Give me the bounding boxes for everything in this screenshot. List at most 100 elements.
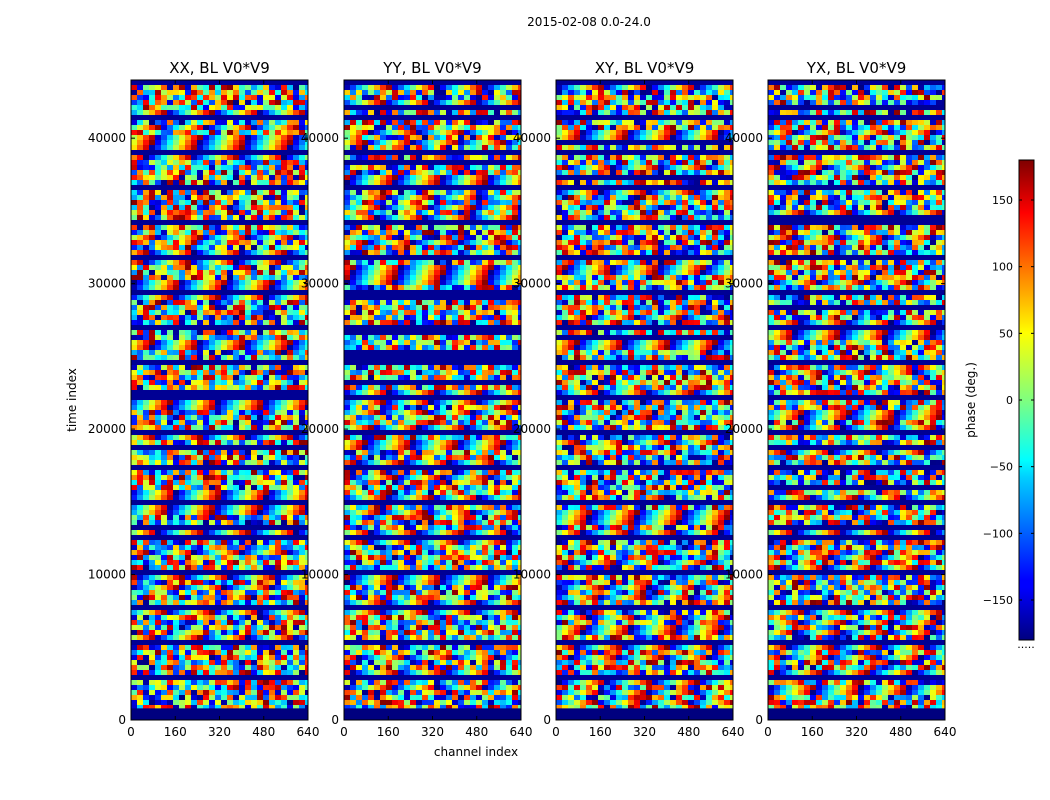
heatmap-cell <box>191 285 198 291</box>
heatmap-cell <box>155 630 162 636</box>
heatmap-cell <box>179 395 186 401</box>
heatmap-cell <box>251 165 258 171</box>
heatmap-cell <box>215 170 222 176</box>
heatmap-cell <box>269 570 276 576</box>
heatmap-cell <box>161 360 168 366</box>
heatmap-cell <box>440 215 447 221</box>
heatmap-cell <box>269 635 276 641</box>
heatmap-cell <box>209 180 216 186</box>
heatmap-cell <box>299 560 306 566</box>
heatmap-cell <box>299 550 306 556</box>
heatmap-cell <box>506 260 513 266</box>
heatmap-cell <box>362 235 369 241</box>
heatmap-cell <box>470 150 477 156</box>
heatmap-cell <box>488 205 495 211</box>
heatmap-cell <box>275 665 282 671</box>
heatmap-cell <box>488 175 495 181</box>
heatmap-cell <box>143 435 150 441</box>
heatmap-cell <box>167 200 174 206</box>
heatmap-cell <box>422 170 429 176</box>
heatmap-cell <box>251 550 258 556</box>
heatmap-cell <box>155 565 162 571</box>
heatmap-cell <box>362 200 369 206</box>
heatmap-cell <box>500 190 507 196</box>
heatmap-cell <box>386 110 393 116</box>
heatmap-cell <box>155 260 162 266</box>
heatmap-cell <box>488 190 495 196</box>
heatmap-cell <box>233 490 240 496</box>
heatmap-cell <box>203 555 210 561</box>
heatmap-cell <box>416 80 423 86</box>
heatmap-cell <box>221 620 228 626</box>
heatmap-cell <box>494 255 501 261</box>
heatmap-cell <box>239 175 246 181</box>
heatmap-cell <box>476 80 483 86</box>
heatmap-cell <box>257 175 264 181</box>
heatmap-cell <box>299 210 306 216</box>
heatmap-cell <box>143 155 150 161</box>
heatmap-cell <box>257 695 264 701</box>
heatmap-cell <box>428 125 435 131</box>
heatmap-cell <box>227 220 234 226</box>
heatmap-cell <box>518 110 522 116</box>
heatmap-cell <box>251 160 258 166</box>
heatmap-cell <box>131 475 138 481</box>
heatmap-cell <box>131 170 138 176</box>
heatmap-cell <box>209 590 216 596</box>
heatmap-cell <box>179 595 186 601</box>
heatmap-cell <box>263 360 270 366</box>
heatmap-cell <box>368 130 375 136</box>
heatmap-cell <box>155 290 162 296</box>
heatmap-cell <box>203 500 210 506</box>
heatmap-cell <box>131 430 138 436</box>
heatmap-cell <box>161 260 168 266</box>
heatmap-cell <box>161 455 168 461</box>
heatmap-cell <box>143 125 150 131</box>
heatmap-cell <box>203 565 210 571</box>
heatmap-cell <box>476 140 483 146</box>
heatmap-cell <box>191 490 198 496</box>
heatmap-cell <box>227 280 234 286</box>
heatmap-cell <box>299 255 306 261</box>
heatmap-cell <box>179 325 186 331</box>
heatmap-cell <box>500 150 507 156</box>
heatmap-cell <box>143 95 150 101</box>
heatmap-cell <box>299 380 306 386</box>
heatmap-cell <box>428 230 435 236</box>
heatmap-cell <box>143 400 150 406</box>
heatmap-cell <box>269 295 276 301</box>
heatmap-cell <box>512 230 519 236</box>
heatmap-cell <box>344 125 351 131</box>
heatmap-cell <box>293 550 300 556</box>
heatmap-cell <box>404 135 411 141</box>
heatmap-cell <box>239 460 246 466</box>
heatmap-cell <box>143 340 150 346</box>
heatmap-cell <box>167 485 174 491</box>
heatmap-cell <box>251 440 258 446</box>
heatmap-cell <box>287 535 294 541</box>
heatmap-cell <box>131 325 138 331</box>
heatmap-cell <box>452 170 459 176</box>
heatmap-cell <box>362 150 369 156</box>
heatmap-cell <box>494 90 501 96</box>
heatmap-cell <box>191 255 198 261</box>
heatmap-cell <box>239 100 246 106</box>
heatmap-cell <box>143 525 150 531</box>
heatmap-cell <box>269 620 276 626</box>
heatmap-cell <box>269 650 276 656</box>
heatmap-cell <box>299 270 306 276</box>
heatmap-cell <box>263 575 270 581</box>
heatmap-cell <box>137 275 144 281</box>
heatmap-cell <box>263 175 270 181</box>
heatmap-cell <box>416 135 423 141</box>
heatmap-cell <box>167 525 174 531</box>
heatmap-cell <box>281 500 288 506</box>
heatmap-cell <box>215 325 222 331</box>
heatmap-cell <box>245 185 252 191</box>
heatmap-cell <box>167 545 174 551</box>
heatmap-cell <box>143 405 150 411</box>
heatmap-cell <box>350 190 357 196</box>
heatmap-cell <box>299 150 306 156</box>
heatmap-cell <box>173 245 180 251</box>
heatmap-cell <box>251 295 258 301</box>
